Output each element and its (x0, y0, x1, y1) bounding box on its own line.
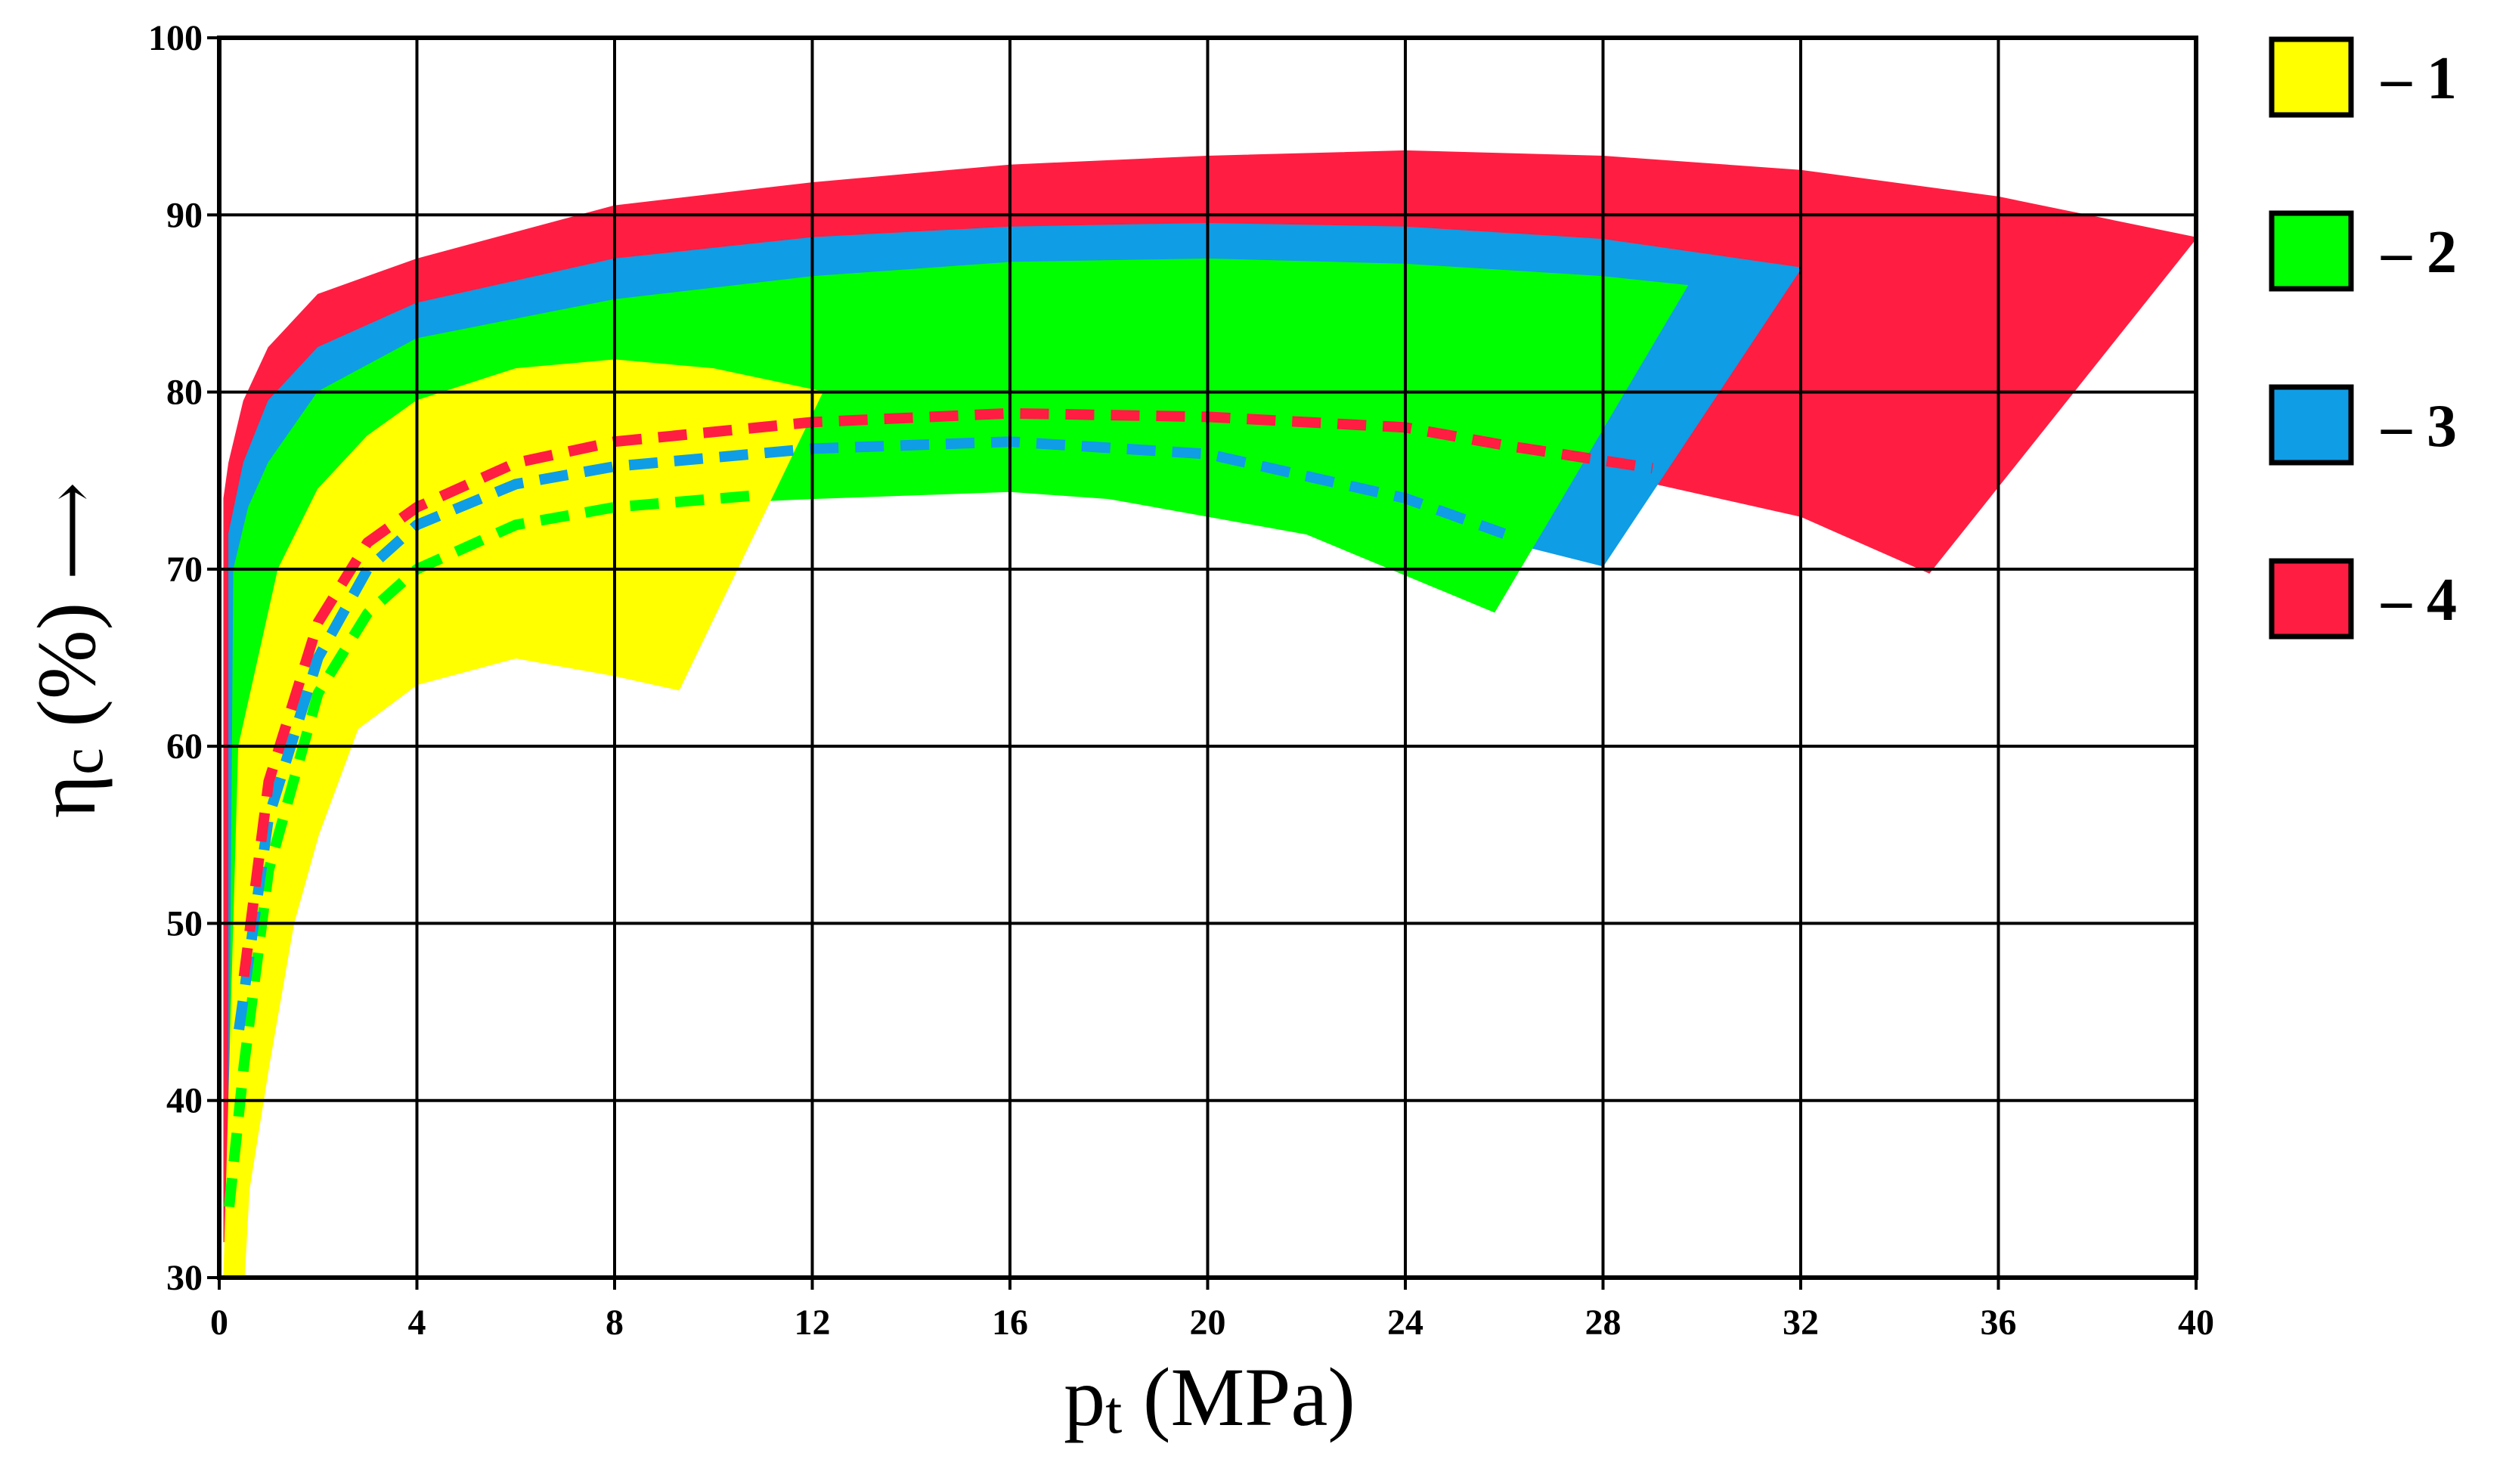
region-layer (223, 150, 2198, 1278)
y-tick-label-70: 70 (166, 550, 203, 590)
y-tick-label-40: 40 (166, 1081, 203, 1121)
legend-swatch-3 (2269, 384, 2354, 466)
x-tick-label-40: 40 (2178, 1303, 2214, 1343)
y-tick-label-30: 30 (166, 1258, 203, 1298)
x-tick-label-32: 32 (1783, 1303, 1819, 1343)
x-tick-label-16: 16 (992, 1303, 1028, 1343)
y-tick-label-90: 90 (166, 195, 203, 235)
x-tick-label-28: 28 (1585, 1303, 1622, 1343)
legend: ‒ 1 ‒ 2 ‒ 3 ‒ 4 (2269, 36, 2457, 640)
plot-frame (217, 36, 2198, 1280)
legend-label-3: ‒ 3 (2381, 393, 2457, 460)
legend-label-2: ‒ 2 (2381, 219, 2457, 286)
legend-label-4: ‒ 4 (2381, 567, 2457, 634)
y-tick-label-50: 50 (166, 903, 203, 943)
legend-swatch-4 (2269, 558, 2354, 640)
grid-layer (207, 36, 2198, 1290)
dashed-curve-series-2 (224, 489, 764, 1208)
tick-label-layer: 0 4 8 12 16 20 24 28 32 36 40 30 40 50 60 70 80 90 100 (148, 18, 2214, 1343)
x-tick-label-8: 8 (606, 1303, 624, 1343)
x-tick-label-36: 36 (1981, 1303, 2017, 1343)
x-tick-label-0: 0 (210, 1303, 228, 1343)
dashed-curve-series-3 (234, 436, 1507, 1030)
x-tick-label-12: 12 (795, 1303, 831, 1343)
y-axis-title-group: ηc (%)⟶ (20, 482, 116, 818)
y-axis-title: ηc (%)⟶ (20, 482, 116, 818)
x-tick-label-20: 20 (1190, 1303, 1226, 1343)
y-tick-label-80: 80 (166, 373, 203, 413)
x-tick-label-4: 4 (408, 1303, 426, 1343)
y-tick-label-60: 60 (166, 727, 203, 767)
legend-swatch-2 (2269, 210, 2354, 292)
legend-swatch-1 (2269, 36, 2354, 118)
x-axis-title: pt (MPa) (1064, 1351, 1355, 1446)
y-tick-label-100: 100 (148, 18, 203, 58)
legend-label-1: ‒ 1 (2381, 45, 2457, 112)
region-series-1 (223, 359, 824, 1278)
x-tick-label-24: 24 (1387, 1303, 1423, 1343)
